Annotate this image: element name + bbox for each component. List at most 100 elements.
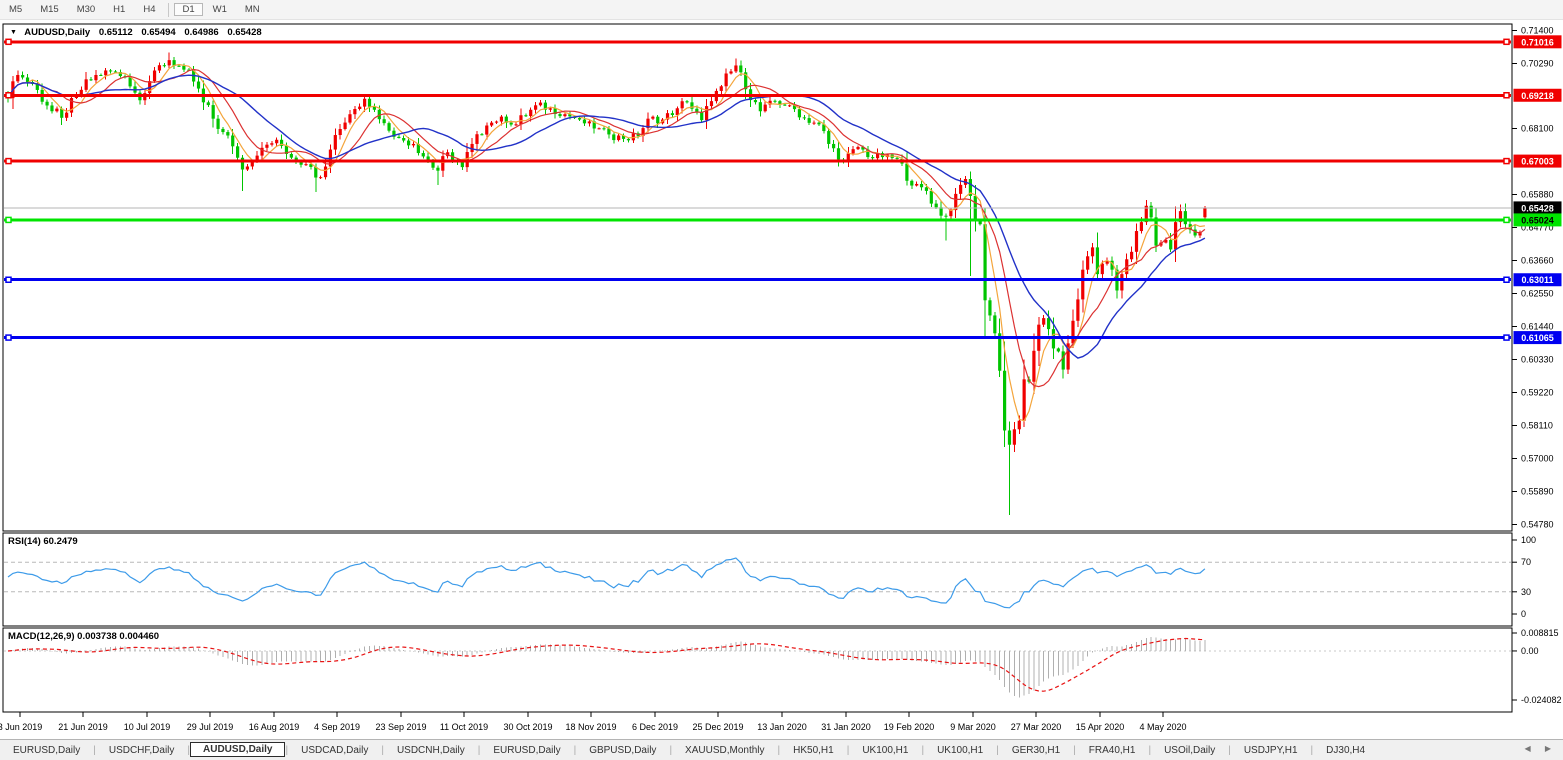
svg-text:0.61440: 0.61440 — [1521, 321, 1554, 331]
level-line-handle[interactable] — [5, 276, 12, 283]
date-axis: 3 Jun 2019 21 Jun 2019 10 Jul 2019 29 Jul 2… — [0, 712, 1187, 732]
timeframe-button-m5[interactable]: M5 — [9, 4, 23, 15]
svg-text:31 Jan 2020: 31 Jan 2020 — [821, 722, 871, 732]
timeframe-button-h4[interactable]: H4 — [143, 4, 156, 15]
rsi-line — [7, 557, 1206, 609]
level-line-handle[interactable] — [5, 38, 12, 46]
ohlc-low-value: 0.64986 — [184, 27, 219, 38]
timeframe-button-mn[interactable]: MN — [244, 4, 260, 15]
timeframe-button-w1[interactable]: W1 — [212, 4, 227, 15]
svg-text:27 Mar 2020: 27 Mar 2020 — [1011, 722, 1062, 732]
svg-text:6 Dec 2019: 6 Dec 2019 — [632, 722, 678, 732]
level-line-handle[interactable] — [1503, 334, 1510, 341]
tab-divider: | — [846, 745, 850, 756]
candles-layer — [6, 52, 1207, 515]
level-line-handle[interactable] — [1503, 38, 1510, 46]
svg-text:30 Oct 2019: 30 Oct 2019 — [503, 722, 552, 732]
rsi-indicator-label: RSI(14) 60.2479 — [8, 536, 78, 547]
macd-indicator-label: MACD(12,26,9) 0.003738 0.004460 — [8, 631, 160, 642]
level-line-handle[interactable] — [5, 157, 12, 165]
tab-usdcnh-daily[interactable]: USDCNH,Daily — [396, 745, 465, 756]
timeframe-button-h1[interactable]: H1 — [113, 4, 126, 15]
svg-text:100: 100 — [1521, 535, 1536, 545]
svg-text:0.54780: 0.54780 — [1521, 519, 1554, 529]
level-price-label — [1513, 331, 1562, 345]
level-line-handle[interactable] — [5, 92, 12, 99]
svg-text:0.61065: 0.61065 — [1521, 333, 1554, 343]
svg-text:0.58110: 0.58110 — [1521, 420, 1553, 430]
svg-text:0.65880: 0.65880 — [1521, 189, 1554, 199]
svg-text:19 Feb 2020: 19 Feb 2020 — [884, 722, 935, 732]
level-price-label — [1513, 35, 1562, 49]
tab-divider: | — [573, 745, 577, 756]
svg-text:0.00: 0.00 — [1521, 646, 1539, 656]
tab-gbpusd-daily[interactable]: GBPUSD,Daily — [589, 745, 657, 756]
tab-eurusd-daily[interactable]: EURUSD,Daily — [493, 745, 561, 756]
svg-text:18 Nov 2019: 18 Nov 2019 — [565, 722, 616, 732]
tab-eurusd-daily[interactable]: EURUSD,Daily — [13, 745, 81, 756]
tab-uk100-h1[interactable]: UK100,H1 — [937, 745, 984, 756]
timeframe-toolbar: M5 M15 M30 H1 H4 D1 W1 MN — [0, 0, 1563, 20]
svg-text:0.008815: 0.008815 — [1521, 628, 1559, 638]
svg-text:70: 70 — [1521, 557, 1531, 567]
tab-divider: | — [1310, 745, 1314, 756]
svg-text:0.67003: 0.67003 — [1521, 157, 1554, 167]
tab-usdjpy-h1[interactable]: USDJPY,H1 — [1243, 745, 1298, 756]
tab-uk100-h1[interactable]: UK100,H1 — [862, 745, 909, 756]
tab-divider: | — [187, 745, 191, 756]
timeframe-button-m30[interactable]: M30 — [76, 4, 96, 15]
svg-text:23 Sep 2019: 23 Sep 2019 — [375, 722, 426, 732]
svg-text:0.64770: 0.64770 — [1521, 222, 1554, 232]
level-line-handle[interactable] — [5, 334, 12, 341]
svg-text:0.71016: 0.71016 — [1521, 37, 1554, 47]
tab-divider: | — [669, 745, 673, 756]
level-line-handle[interactable] — [5, 216, 12, 224]
svg-text:4 Sep 2019: 4 Sep 2019 — [314, 722, 360, 732]
svg-text:4 May 2020: 4 May 2020 — [1139, 722, 1186, 732]
tab-usoil-daily[interactable]: USOil,Daily — [1164, 745, 1216, 756]
collapse-triangle-icon[interactable]: ▼ — [10, 29, 17, 36]
timeframe-button-d1[interactable]: D1 — [174, 3, 203, 16]
svg-text:0.70290: 0.70290 — [1521, 58, 1554, 68]
svg-text:0: 0 — [1521, 609, 1526, 619]
price-axis: 0.71400 0.70290 0.68100 0.65880 0.64770 0.636… — [1512, 25, 1562, 705]
level-line-handle[interactable] — [1503, 216, 1510, 224]
chart-tab-bar: EURUSD,Daily | USDCHF,Daily | AUDUSD,Daily | U… — [0, 739, 1563, 760]
ohlc-high-value: 0.65494 — [141, 27, 176, 38]
tab-audusd-daily[interactable]: AUDUSD,Daily — [190, 742, 286, 757]
svg-text:9 Mar 2020: 9 Mar 2020 — [950, 722, 996, 732]
level-line-handle[interactable] — [1503, 276, 1510, 283]
tab-dj30-h4[interactable]: DJ30,H4 — [1326, 745, 1366, 756]
svg-text:0.55890: 0.55890 — [1521, 486, 1554, 496]
level-price-label — [1513, 213, 1562, 227]
svg-text:0.65024: 0.65024 — [1521, 215, 1554, 225]
level-price-label — [1513, 154, 1562, 168]
chart-header: ▼ AUDUSD,Daily 0.65112 0.65494 0.64986 0… — [10, 27, 262, 38]
level-line-handle[interactable] — [1503, 157, 1510, 165]
tab-usdcad-daily[interactable]: USDCAD,Daily — [301, 745, 369, 756]
svg-text:11 Oct 2019: 11 Oct 2019 — [440, 722, 488, 732]
macd-panel[interactable] — [2, 627, 1513, 713]
svg-text:25 Dec 2019: 25 Dec 2019 — [692, 722, 743, 732]
tab-ger30-h1[interactable]: GER30,H1 — [1011, 745, 1061, 756]
tab-fra40-h1[interactable]: FRA40,H1 — [1088, 745, 1136, 756]
svg-text:0.69218: 0.69218 — [1521, 91, 1554, 101]
level-line-handle[interactable] — [1503, 92, 1510, 99]
tab-divider: | — [1148, 745, 1152, 756]
timeframe-button-m15[interactable]: M15 — [40, 4, 59, 15]
tabs-scroll-arrows[interactable]: ◀ ▶ — [1524, 744, 1557, 753]
current-price-label — [1513, 201, 1562, 215]
svg-text:13 Jan 2020: 13 Jan 2020 — [757, 722, 807, 732]
main-price-panel[interactable] — [2, 23, 1513, 532]
svg-text:0.62550: 0.62550 — [1521, 288, 1554, 298]
tab-xauusd-monthly[interactable]: XAUUSD,Monthly — [685, 745, 765, 756]
tab-divider: | — [921, 745, 925, 756]
level-price-label — [1513, 88, 1562, 102]
tab-hk50-h1[interactable]: HK50,H1 — [793, 745, 834, 756]
tab-usdchf-daily[interactable]: USDCHF,Daily — [108, 745, 175, 756]
svg-text:0.63011: 0.63011 — [1521, 275, 1553, 285]
tab-divider: | — [381, 745, 384, 756]
ma-20-line — [7, 74, 1206, 359]
tab-divider: | — [477, 745, 481, 756]
